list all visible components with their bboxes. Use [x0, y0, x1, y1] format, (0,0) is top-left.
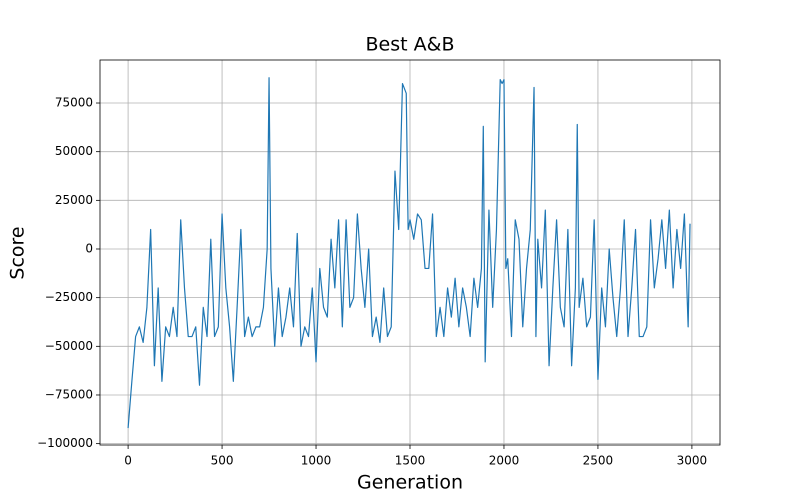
x-tick-label: 3000 — [677, 454, 708, 468]
y-tick-label: −50000 — [45, 339, 93, 353]
x-tick-label: 1500 — [395, 454, 426, 468]
y-tick-label: −75000 — [45, 387, 93, 401]
y-tick-label: −100000 — [37, 436, 93, 450]
plot-frame — [99, 59, 721, 446]
y-tick-label: 75000 — [55, 96, 93, 110]
data-line — [127, 77, 691, 429]
x-tick-label: 2000 — [489, 454, 520, 468]
y-tick-label: 25000 — [55, 193, 93, 207]
x-axis-label: Generation — [357, 472, 463, 494]
y-axis-label: Score — [7, 226, 29, 279]
x-tick-label: 2500 — [583, 454, 614, 468]
y-tick-label: 50000 — [55, 144, 93, 158]
y-tick-label: −25000 — [45, 290, 93, 304]
y-tick-label: 0 — [85, 241, 93, 255]
x-tick-label: 500 — [211, 454, 234, 468]
x-tick-label: 1000 — [301, 454, 332, 468]
chart-title: Best A&B — [366, 34, 455, 56]
x-tick-label: 0 — [124, 454, 132, 468]
